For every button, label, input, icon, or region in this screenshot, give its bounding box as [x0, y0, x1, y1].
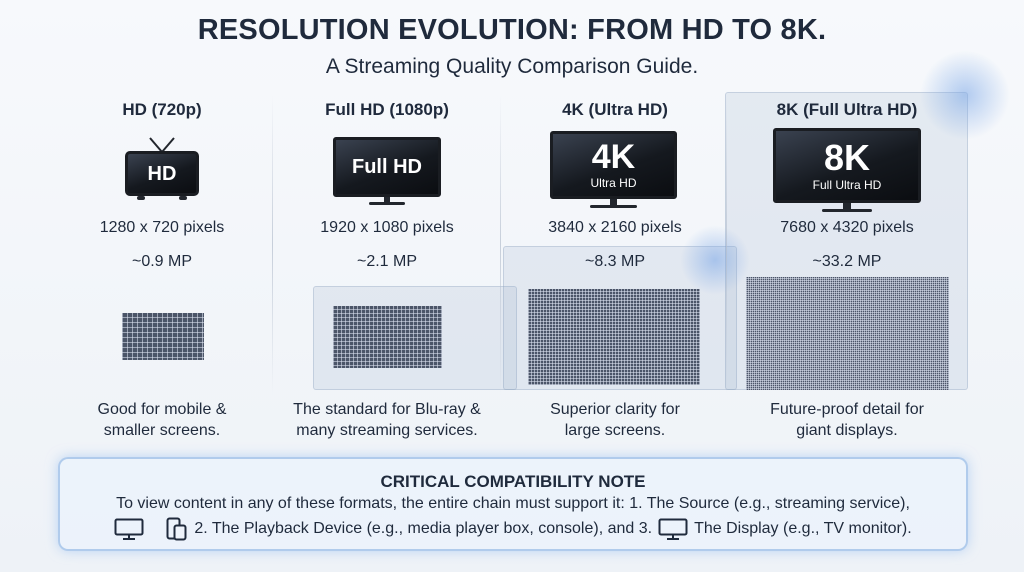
resolution-column-4k: 4K (Ultra HD) 4K Ultra HD 3840 x 2160 pi… — [500, 0, 730, 572]
resolution-column-8k: 8K (Full Ultra HD) 8K Full Ultra HD 7680… — [732, 0, 962, 572]
phone-icon — [166, 517, 187, 541]
tv-screen: Full HD — [333, 137, 441, 197]
tv-stand-base — [590, 205, 637, 208]
column-divider — [726, 95, 727, 395]
tv-stand — [843, 203, 851, 209]
column-description: Superior clarity for large screens. — [550, 401, 680, 439]
column-divider — [500, 95, 501, 395]
tv-sublabel: Ultra HD — [590, 176, 637, 190]
column-heading: 8K (Full Ultra HD) — [776, 100, 918, 119]
tv-label: Full HD — [352, 156, 422, 178]
pixel-dimensions: 1280 x 720 pixels — [99, 219, 225, 236]
note-text-display: The Display (e.g., TV monitor). — [694, 520, 912, 537]
monitor-icon — [658, 518, 688, 540]
tv-label: HD — [147, 162, 177, 185]
note-text-line2: 2. The Playback Device (e.g., media play… — [60, 517, 966, 541]
tv-illustration: 4K Ultra HD — [550, 131, 677, 210]
tv-screen: 4K Ultra HD — [550, 131, 677, 199]
note-text-playback: 2. The Playback Device (e.g., media play… — [194, 520, 653, 537]
note-title: CRITICAL COMPATIBILITY NOTE — [380, 472, 646, 491]
tv-stand — [384, 197, 390, 202]
tv-stand-base — [369, 202, 405, 205]
column-heading: Full HD (1080p) — [325, 100, 449, 119]
tv-illustration: Full HD — [333, 137, 441, 207]
column-divider — [272, 95, 273, 395]
tv-stand-base — [822, 209, 872, 212]
column-heading: HD (720p) — [122, 100, 202, 119]
glow-accent — [920, 50, 1010, 140]
glow-accent — [680, 225, 750, 295]
megapixel-count: ~8.3 MP — [584, 253, 646, 270]
monitor-icon — [114, 518, 144, 540]
megapixel-count: ~0.9 MP — [131, 253, 193, 270]
note-text-line1: To view content in any of these formats,… — [116, 495, 910, 512]
tv-stand — [610, 199, 617, 205]
column-description: Good for mobile & smaller screens. — [97, 401, 227, 439]
tv-label: 8K — [823, 136, 871, 178]
compatibility-note: CRITICAL COMPATIBILITY NOTE To view cont… — [58, 457, 968, 551]
column-heading: 4K (Ultra HD) — [562, 100, 668, 119]
pixel-density-grid — [528, 289, 700, 385]
resolution-column-hd: HD (720p) HD 1280 x 720 pixels ~0.9 MP G… — [52, 0, 272, 572]
column-description: Future-proof detail for giant displays. — [770, 401, 924, 439]
tv-screen: 8K Full Ultra HD — [773, 128, 921, 203]
column-description: The standard for Blu-ray & many streamin… — [293, 401, 481, 439]
tv-feet — [137, 196, 145, 200]
tv-illustration: HD — [125, 137, 199, 200]
page-title: RESOLUTION EVOLUTION: FROM HD TO 8K. — [197, 14, 827, 46]
tv-screen: HD — [125, 151, 199, 196]
resolution-column-fullhd: Full HD (1080p) Full HD 1920 x 1080 pixe… — [272, 0, 502, 572]
pixel-dimensions: 3840 x 2160 pixels — [548, 219, 682, 236]
pixel-density-grid — [333, 306, 442, 368]
pixel-density-grid — [122, 313, 204, 360]
tv-feet — [179, 196, 187, 200]
pixel-density-grid — [746, 277, 949, 390]
tv-sublabel: Full Ultra HD — [812, 177, 882, 192]
tv-label: 4K — [591, 138, 636, 176]
megapixel-count: ~2.1 MP — [356, 253, 418, 270]
megapixel-count: ~33.2 MP — [812, 253, 882, 270]
page-subtitle: A Streaming Quality Comparison Guide. — [325, 55, 699, 78]
antenna-icon — [149, 137, 175, 153]
tv-illustration: 8K Full Ultra HD — [773, 128, 921, 214]
pixel-dimensions: 1920 x 1080 pixels — [320, 219, 454, 236]
pixel-dimensions: 7680 x 4320 pixels — [780, 219, 914, 236]
